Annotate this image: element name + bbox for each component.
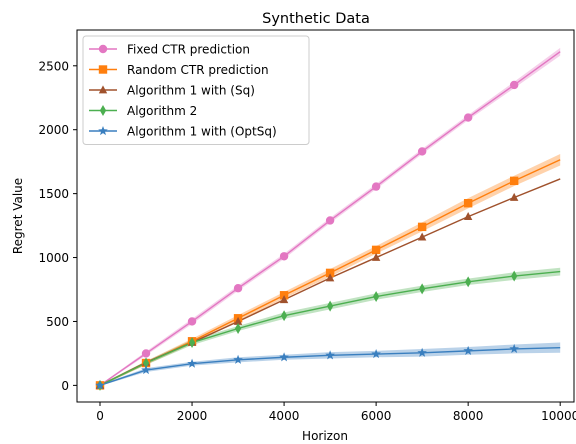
series-markers	[95, 80, 519, 391]
marker-series-1-6	[371, 245, 381, 255]
marker-series-1-5	[325, 268, 335, 278]
marker-series-2-6	[371, 252, 381, 261]
marker-series-4-8	[463, 345, 473, 355]
x-tick-label-4: 8000	[453, 409, 484, 423]
marker-series-1-7	[417, 222, 427, 232]
legend-label-0: Fixed CTR prediction	[127, 43, 250, 57]
x-tick-label-5: 10000	[541, 409, 576, 423]
x-axis-ticks: 0 2000 4000 6000 8000 10000	[96, 402, 576, 423]
legend: Fixed CTR prediction Random CTR predictio…	[82, 35, 310, 145]
marker-series-0-4	[279, 252, 289, 261]
marker-series-4-7	[417, 347, 427, 357]
y-axis-ticks: 0 500 1000 1500 2000 2500	[38, 59, 77, 393]
marker-series-4-3	[233, 354, 243, 364]
marker-series-3-3	[234, 323, 242, 334]
chart-title: Synthetic Data	[262, 11, 370, 27]
legend-label-2: Algorithm 1 with (Sq)	[127, 84, 255, 98]
x-tick-label-3: 6000	[361, 409, 392, 423]
marker-series-0-3	[233, 284, 243, 293]
y-tick-label-2: 1000	[38, 251, 69, 265]
marker-series-3-4	[280, 310, 288, 322]
marker-series-3-8	[465, 276, 472, 288]
marker-series-1-9	[509, 176, 519, 186]
legend-marker-0	[98, 44, 108, 54]
legend-marker-2	[98, 85, 108, 94]
marker-series-2-9	[509, 192, 519, 201]
legend-marker-1	[98, 65, 108, 74]
marker-series-3-6	[372, 291, 380, 302]
y-tick-label-4: 2000	[38, 123, 69, 137]
marker-series-2-7	[417, 232, 427, 241]
marker-series-3-7	[418, 283, 426, 295]
legend-label-3: Algorithm 2	[127, 104, 197, 118]
legend-label-4: Algorithm 1 with (OptSq)	[127, 125, 277, 139]
y-axis-label: Regret Value	[11, 178, 25, 254]
x-axis-label: Horizon	[302, 429, 348, 443]
marker-series-1-8	[463, 199, 473, 208]
marker-series-4-6	[371, 349, 381, 359]
marker-series-4-2	[187, 358, 197, 368]
marker-series-4-0	[95, 380, 105, 390]
marker-series-4-1	[141, 365, 151, 375]
marker-series-2-5	[325, 273, 335, 282]
x-tick-label-0: 0	[96, 409, 104, 423]
marker-series-3-1	[142, 357, 150, 369]
marker-series-2-4	[279, 295, 289, 304]
marker-series-0-8	[463, 113, 473, 122]
x-tick-label-2: 4000	[269, 409, 300, 423]
marker-series-2-8	[463, 212, 473, 220]
y-tick-label-5: 2500	[38, 59, 69, 73]
marker-series-3-5	[326, 300, 334, 312]
marker-series-3-9	[511, 270, 518, 282]
marker-series-3-2	[188, 337, 196, 349]
y-tick-label-1: 500	[46, 315, 69, 329]
plot-frame	[76, 29, 575, 403]
legend-marker-3	[99, 105, 107, 116]
legend-label-1: Random CTR prediction	[127, 63, 269, 77]
marker-series-0-9	[509, 80, 519, 90]
marker-series-0-2	[187, 317, 197, 326]
marker-series-0-1	[141, 349, 151, 358]
marker-series-4-4	[279, 352, 289, 362]
marker-series-4-5	[325, 350, 335, 360]
band-series-4	[100, 342, 561, 387]
marker-series-0-6	[371, 182, 381, 191]
x-tick-label-1: 2000	[177, 409, 208, 423]
legend-marker-4	[98, 125, 108, 136]
marker-series-2-3	[233, 316, 243, 325]
legend-box	[82, 35, 310, 145]
marker-series-0-7	[417, 147, 427, 156]
y-tick-label-3: 1500	[38, 187, 69, 201]
y-tick-label-0: 0	[61, 379, 69, 393]
band-series-0	[100, 47, 561, 387]
marker-series-0-5	[325, 216, 335, 225]
marker-series-4-9	[509, 343, 519, 354]
